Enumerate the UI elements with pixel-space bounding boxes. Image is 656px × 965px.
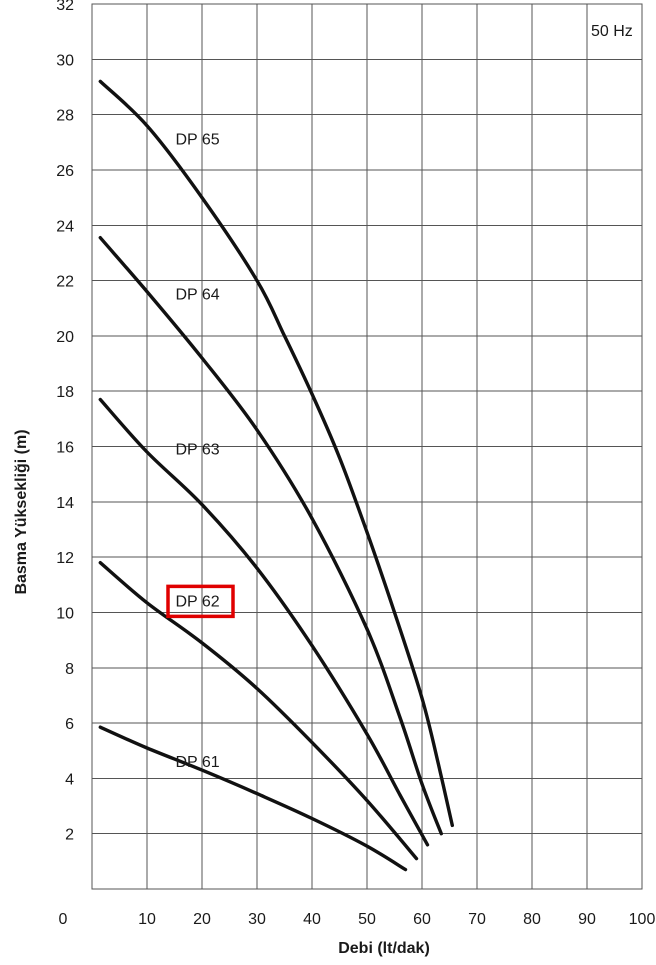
x-tick-label: 50 [358, 911, 376, 928]
x-tick-label: 90 [578, 911, 596, 928]
x-tick-label: 70 [468, 911, 486, 928]
tick-layer: 0 10 20 30 40 50 60 70 80 90 100246810121416182022… [56, 0, 655, 928]
y-tick-label: 18 [56, 384, 74, 401]
y-axis-title: Basma Yüksekliği (m) [13, 429, 30, 594]
x-axis-title: Debi (lt/dak) [338, 940, 430, 957]
curve-label-dp-62: DP 62 [176, 593, 220, 610]
y-tick-label: 4 [65, 771, 74, 788]
series-line-dp-63 [98, 397, 430, 847]
x-tick-label: 20 [193, 911, 211, 928]
x-tick-label: 80 [523, 911, 541, 928]
y-tick-label: 32 [56, 0, 74, 14]
y-tick-label: 14 [56, 495, 74, 512]
series-line-dp-65 [98, 79, 454, 828]
label-layer: DP 61 DP 62 DP 63 DP 64 DP 65 [166, 132, 235, 771]
y-tick-label: 16 [56, 440, 74, 457]
y-tick-label: 6 [65, 716, 74, 733]
y-tick-label: 2 [65, 827, 74, 844]
y-tick-label: 22 [56, 274, 74, 291]
y-tick-label: 30 [56, 52, 74, 69]
series-line-dp-62 [98, 561, 419, 861]
curve-label-dp-63: DP 63 [176, 441, 220, 458]
x-tick-label: 100 [629, 911, 656, 928]
highlight-box [166, 584, 235, 619]
curve-label-dp-61: DP 61 [176, 754, 220, 771]
y-tick-label: 8 [65, 661, 74, 678]
frequency-label: 50 Hz [591, 23, 633, 40]
x-tick-label: 10 [138, 911, 156, 928]
y-tick-label: 10 [56, 605, 74, 622]
y-tick-label: 26 [56, 163, 74, 180]
y-tick-label: 28 [56, 108, 74, 125]
series-layer [98, 79, 454, 872]
plot-frame [91, 3, 643, 890]
x-tick-label: 30 [248, 911, 266, 928]
y-tick-label: 12 [56, 550, 74, 567]
curve-label-dp-65: DP 65 [176, 132, 220, 149]
grid-layer [92, 4, 642, 889]
y-tick-label: 20 [56, 329, 74, 346]
x-tick-label: 0 [59, 911, 68, 928]
series-line-dp-64 [98, 236, 443, 836]
series-line-dp-61 [98, 725, 408, 872]
y-tick-label: 24 [56, 218, 74, 235]
x-tick-label: 60 [413, 911, 431, 928]
x-tick-label: 40 [303, 911, 321, 928]
curve-label-dp-64: DP 64 [176, 286, 220, 303]
